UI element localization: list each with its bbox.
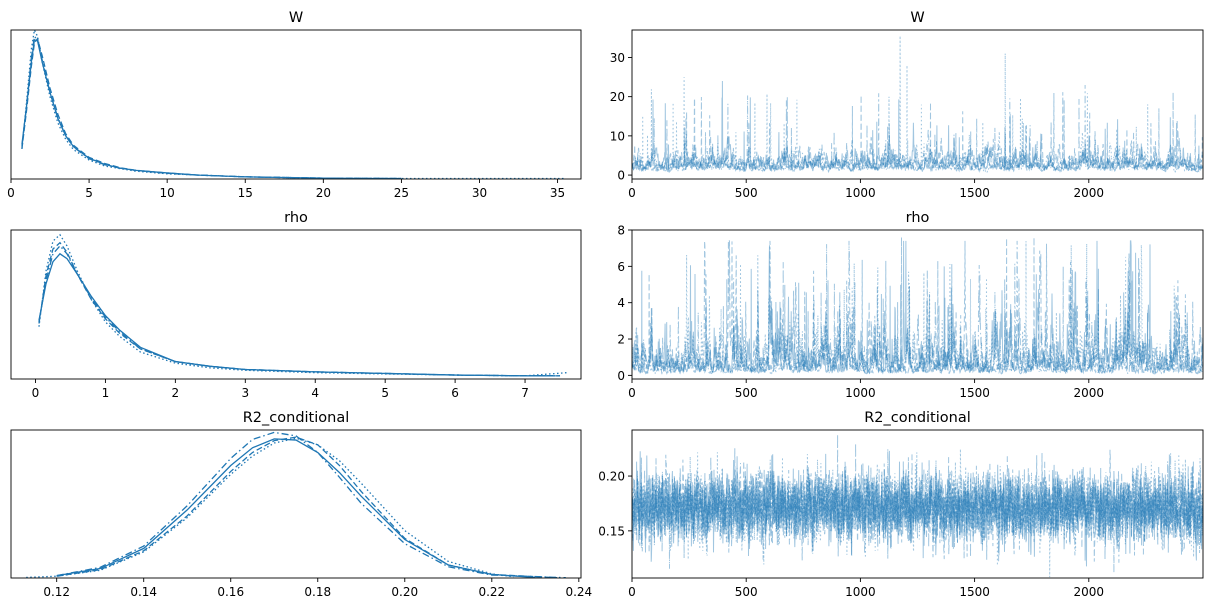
trace-line-chain-0 bbox=[632, 450, 1203, 567]
plot-area bbox=[38, 233, 568, 377]
kde-line-chain-3 bbox=[56, 431, 566, 578]
panel-kde-w: 0 5 10 15 20 25 30 35 W bbox=[7, 10, 582, 200]
y-tick-label: 2 bbox=[617, 333, 625, 347]
x-tick-label: 7 bbox=[521, 386, 529, 400]
y-tick-label: 0 bbox=[617, 369, 625, 383]
x-tick-label: 2 bbox=[172, 386, 180, 400]
x-tick-label: 500 bbox=[735, 585, 758, 599]
x-tick-label: 2000 bbox=[1074, 186, 1105, 200]
trace-line-chain-0 bbox=[632, 240, 1203, 375]
trace-line-chain-2 bbox=[632, 448, 1203, 578]
y-tick-label: 8 bbox=[617, 224, 625, 238]
kde-line-chain-1 bbox=[21, 37, 402, 179]
x-tick-label: 0 bbox=[628, 186, 636, 200]
trace-line-chain-1 bbox=[632, 448, 1203, 573]
kde-line-chain-0 bbox=[56, 438, 536, 578]
y-tick-label: 10 bbox=[610, 129, 625, 143]
y-tick-label: 4 bbox=[617, 296, 625, 310]
panel-kde-r2-conditional: 0.12 0.14 0.16 0.18 0.20 0.22 0.24 R2_condition… bbox=[10, 410, 592, 599]
plot-area bbox=[632, 237, 1203, 376]
kde-line-chain-2 bbox=[38, 233, 568, 377]
x-tick-label: 1500 bbox=[959, 585, 990, 599]
x-tick-label: 500 bbox=[735, 186, 758, 200]
x-tick-label: 0.12 bbox=[43, 585, 70, 599]
kde-line-chain-2 bbox=[26, 437, 514, 578]
x-tick-label: 3 bbox=[241, 386, 249, 400]
x-tick-label: 0.24 bbox=[565, 585, 592, 599]
panel-title: R2_conditional bbox=[864, 410, 971, 426]
kde-line-chain-2 bbox=[21, 30, 566, 179]
trace-line-chain-2 bbox=[632, 241, 1203, 375]
panel-title: rho bbox=[906, 210, 930, 226]
trace-line-chain-2 bbox=[632, 35, 1203, 174]
panel-kde-rho: 0 1 2 3 4 5 6 7 rho bbox=[10, 210, 582, 400]
axes-frame bbox=[10, 429, 582, 579]
x-tick-label: 5 bbox=[85, 186, 93, 200]
x-tick-label: 1000 bbox=[845, 585, 876, 599]
x-tick-label: 1500 bbox=[959, 186, 990, 200]
panel-title: rho bbox=[284, 210, 308, 226]
x-tick-label: 0.22 bbox=[478, 585, 505, 599]
panel-title: W bbox=[910, 10, 924, 26]
x-tick-label: 2000 bbox=[1074, 585, 1105, 599]
x-tick-label: 1000 bbox=[845, 186, 876, 200]
kde-line-chain-1 bbox=[38, 241, 561, 377]
x-tick-label: 1500 bbox=[959, 386, 990, 400]
x-tick-label: 10 bbox=[160, 186, 175, 200]
kde-line-chain-1 bbox=[56, 436, 558, 578]
panel-trace-rho: 0 500 1000 1500 2000 0 2 4 6 8 rho bbox=[617, 210, 1204, 400]
axes-frame bbox=[631, 429, 1204, 579]
y-tick-label: 20 bbox=[610, 90, 625, 104]
plot-area bbox=[632, 35, 1203, 174]
x-tick-label: 0 bbox=[628, 386, 636, 400]
plot-area bbox=[632, 434, 1203, 578]
panel-title: W bbox=[289, 10, 303, 26]
x-tick-label: 30 bbox=[472, 186, 487, 200]
axes-frame bbox=[10, 229, 582, 380]
x-tick-label: 20 bbox=[316, 186, 331, 200]
kde-line-chain-3 bbox=[38, 244, 561, 377]
x-tick-label: 25 bbox=[394, 186, 409, 200]
x-tick-label: 0.14 bbox=[130, 585, 157, 599]
trace-line-chain-3 bbox=[632, 434, 1203, 569]
panel-title: R2_conditional bbox=[243, 410, 350, 426]
x-tick-label: 2000 bbox=[1074, 386, 1105, 400]
axes-frame bbox=[631, 229, 1204, 380]
x-tick-label: 0.16 bbox=[217, 585, 244, 599]
y-tick-label: 0 bbox=[617, 169, 625, 183]
axes-frame bbox=[631, 29, 1204, 180]
kde-line-chain-3 bbox=[21, 35, 402, 179]
x-tick-label: 5 bbox=[381, 386, 389, 400]
kde-line-chain-0 bbox=[21, 39, 402, 179]
x-tick-label: 0.18 bbox=[304, 585, 331, 599]
trace-line-chain-3 bbox=[632, 240, 1203, 375]
panel-trace-w: 0 500 1000 1500 2000 0 10 20 30 W bbox=[610, 10, 1204, 200]
x-tick-label: 0 bbox=[7, 186, 15, 200]
x-tick-label: 15 bbox=[238, 186, 253, 200]
x-tick-label: 0 bbox=[32, 386, 40, 400]
trace-line-chain-1 bbox=[632, 237, 1203, 376]
trace-line-chain-3 bbox=[632, 84, 1203, 173]
kde-line-chain-0 bbox=[38, 252, 554, 377]
trace-line-chain-0 bbox=[632, 80, 1203, 174]
plot-area bbox=[26, 431, 566, 578]
x-tick-label: 35 bbox=[550, 186, 565, 200]
x-tick-label: 0.20 bbox=[391, 585, 418, 599]
x-tick-label: 1 bbox=[102, 386, 110, 400]
panel-trace-r2-conditional: 0 500 1000 1500 2000 0.15 0.20 R2_conditional bbox=[598, 410, 1204, 599]
y-tick-label: 6 bbox=[617, 260, 625, 274]
axes-frame bbox=[10, 29, 582, 180]
trace-line-chain-1 bbox=[632, 92, 1203, 174]
x-tick-label: 6 bbox=[451, 386, 459, 400]
y-tick-label: 0.15 bbox=[598, 524, 625, 538]
x-tick-label: 1000 bbox=[845, 386, 876, 400]
x-tick-label: 500 bbox=[735, 386, 758, 400]
x-tick-label: 4 bbox=[311, 386, 319, 400]
plot-area bbox=[21, 30, 566, 179]
x-tick-label: 0 bbox=[628, 585, 636, 599]
y-tick-label: 30 bbox=[610, 51, 625, 65]
y-tick-label: 0.20 bbox=[598, 470, 625, 484]
